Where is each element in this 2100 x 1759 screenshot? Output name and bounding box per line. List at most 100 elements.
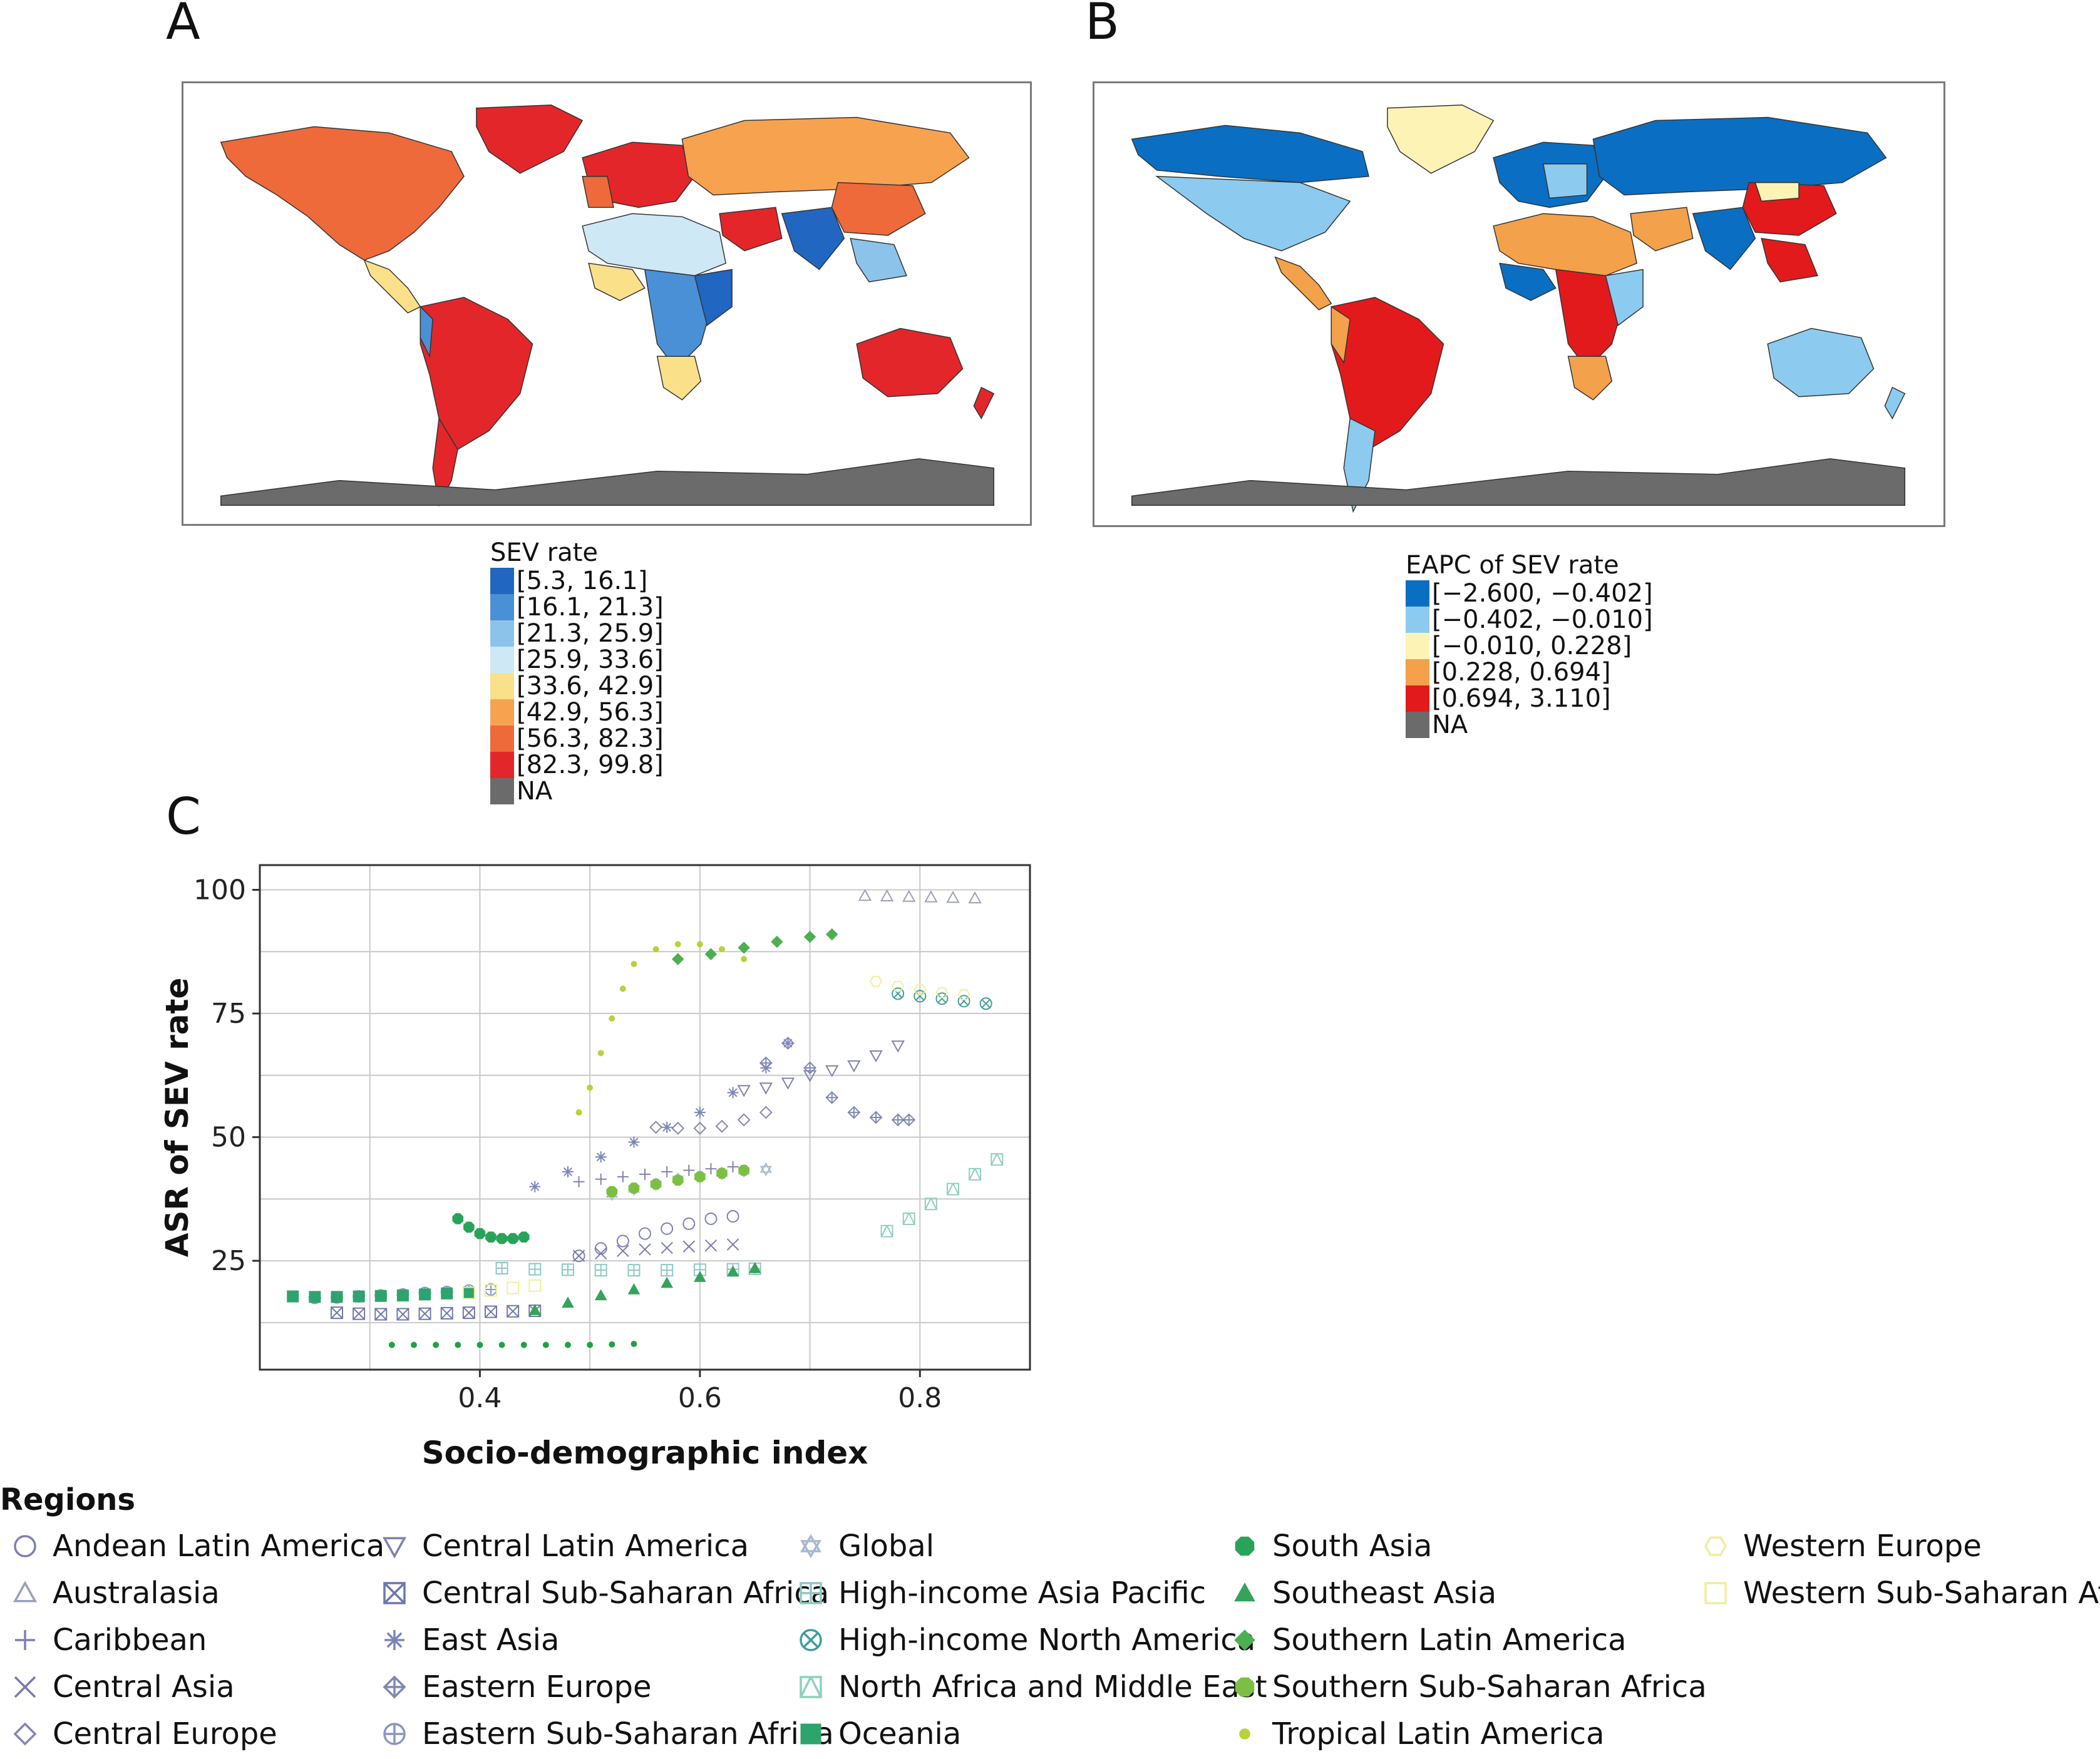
data-point bbox=[694, 1171, 706, 1182]
map-a-antarctica bbox=[220, 458, 995, 506]
data-point bbox=[528, 1279, 542, 1292]
data-point bbox=[331, 1291, 343, 1303]
data-point bbox=[902, 1113, 916, 1127]
map-b-antarctica bbox=[1131, 458, 1906, 506]
data-point bbox=[572, 1249, 585, 1262]
map-a-north-america bbox=[220, 126, 465, 261]
data-point bbox=[968, 891, 982, 904]
data-point bbox=[627, 1283, 641, 1295]
data-point bbox=[781, 1077, 795, 1090]
legend-eapc-row: [−2.600, −0.402] bbox=[1406, 580, 1653, 607]
region-symbol-icon bbox=[792, 1715, 830, 1753]
data-point bbox=[694, 1107, 706, 1119]
region-legend-label: East Asia bbox=[422, 1623, 560, 1658]
map-b-australia bbox=[1767, 327, 1875, 397]
data-point bbox=[682, 1240, 695, 1253]
data-point bbox=[726, 1238, 739, 1251]
region-symbol-icon bbox=[1226, 1621, 1264, 1659]
legend-sev-rate-row: [25.9, 33.6] bbox=[490, 646, 664, 673]
data-point bbox=[455, 1341, 461, 1348]
map-a-greenland bbox=[476, 104, 584, 174]
legend-eapc-rows: [−2.600, −0.402] [−0.402, −0.010] [−0.010,… bbox=[1406, 580, 1653, 738]
data-point bbox=[418, 1307, 431, 1320]
data-point bbox=[485, 1305, 497, 1318]
region-symbol-icon bbox=[376, 1574, 413, 1612]
data-point bbox=[759, 1105, 773, 1119]
data-point bbox=[661, 1276, 673, 1288]
map-b-new-zealand bbox=[1884, 386, 1906, 419]
legend-eapc-label: [−0.010, 0.228] bbox=[1432, 631, 1632, 660]
region-legend-item: Andean Latin America bbox=[6, 1527, 384, 1565]
data-point bbox=[693, 1121, 707, 1135]
data-point bbox=[661, 1241, 673, 1254]
data-point bbox=[694, 1271, 706, 1282]
data-point bbox=[935, 992, 949, 1005]
data-point bbox=[719, 946, 725, 953]
data-point bbox=[661, 1264, 674, 1277]
legend-sev-rate-swatch bbox=[490, 699, 514, 726]
region-legend-label: High-income North America bbox=[838, 1623, 1256, 1658]
region-legend-label: Central Europe bbox=[53, 1716, 277, 1751]
legend-eapc-swatch bbox=[1406, 580, 1429, 607]
region-legend-label: Oceania bbox=[838, 1716, 962, 1751]
region-symbol-icon bbox=[6, 1668, 44, 1706]
data-point bbox=[869, 1110, 883, 1124]
data-point bbox=[529, 1181, 541, 1192]
legend-sev-rate-swatch bbox=[490, 726, 514, 752]
data-point bbox=[463, 1286, 475, 1299]
region-legend-label: Western Sub-Saharan Africa bbox=[1743, 1576, 2100, 1611]
series bbox=[573, 1161, 739, 1187]
map-a-africa-east bbox=[694, 269, 733, 326]
series bbox=[649, 1105, 773, 1135]
legend-sev-rate-row: NA bbox=[490, 777, 664, 804]
panel-label-a: A bbox=[166, 0, 200, 51]
data-point bbox=[991, 1153, 1004, 1166]
data-point bbox=[704, 1213, 718, 1225]
data-point bbox=[727, 1087, 739, 1099]
map-b-south-america-west bbox=[1331, 305, 1351, 364]
region-symbol-icon bbox=[1226, 1527, 1264, 1565]
legend-sev-rate-label: [42.9, 56.3] bbox=[517, 697, 664, 727]
region-legend-item: Central Sub-Saharan Africa bbox=[376, 1574, 829, 1612]
data-point bbox=[594, 1289, 607, 1301]
region-symbol-icon bbox=[376, 1527, 413, 1565]
region-legend-label: Australasia bbox=[53, 1576, 220, 1611]
y-tick-label: 25 bbox=[211, 1245, 246, 1277]
data-point bbox=[880, 889, 894, 901]
region-legend-label: Central Asia bbox=[53, 1669, 235, 1705]
data-point bbox=[847, 1060, 861, 1073]
data-point bbox=[562, 1263, 574, 1276]
legend-eapc-title: EAPC of SEV rate bbox=[1406, 551, 1619, 580]
data-point bbox=[705, 1163, 717, 1175]
data-point bbox=[891, 1040, 905, 1053]
series bbox=[452, 1213, 530, 1244]
data-point bbox=[485, 1284, 497, 1297]
data-point bbox=[946, 891, 960, 903]
series bbox=[462, 1279, 542, 1300]
data-point bbox=[496, 1233, 508, 1244]
data-point bbox=[573, 1176, 585, 1187]
data-point bbox=[704, 1239, 718, 1252]
region-legend-label: Andean Latin America bbox=[53, 1529, 385, 1564]
map-b-canvas bbox=[1131, 104, 1906, 513]
x-tick-label: 0.6 bbox=[678, 1382, 722, 1414]
data-point bbox=[661, 1121, 673, 1133]
region-symbol-icon bbox=[792, 1574, 830, 1612]
data-point bbox=[726, 1265, 739, 1277]
data-point bbox=[741, 956, 748, 963]
data-point bbox=[331, 1306, 343, 1320]
data-point bbox=[498, 1341, 505, 1348]
map-b-canada bbox=[1131, 125, 1369, 183]
data-point bbox=[726, 1210, 739, 1223]
map-a-africa-west bbox=[588, 262, 646, 301]
data-point bbox=[562, 1296, 574, 1308]
data-point bbox=[627, 1264, 641, 1277]
data-point bbox=[737, 1113, 751, 1127]
data-point bbox=[433, 1341, 440, 1348]
legend-eapc-row: [0.694, 3.110] bbox=[1406, 685, 1653, 712]
data-point bbox=[628, 1182, 640, 1194]
region-symbol-icon bbox=[6, 1715, 44, 1753]
legend-sev-rate-label: [56.3, 82.3] bbox=[517, 724, 664, 753]
data-point bbox=[520, 1341, 527, 1348]
data-point bbox=[374, 1290, 387, 1302]
